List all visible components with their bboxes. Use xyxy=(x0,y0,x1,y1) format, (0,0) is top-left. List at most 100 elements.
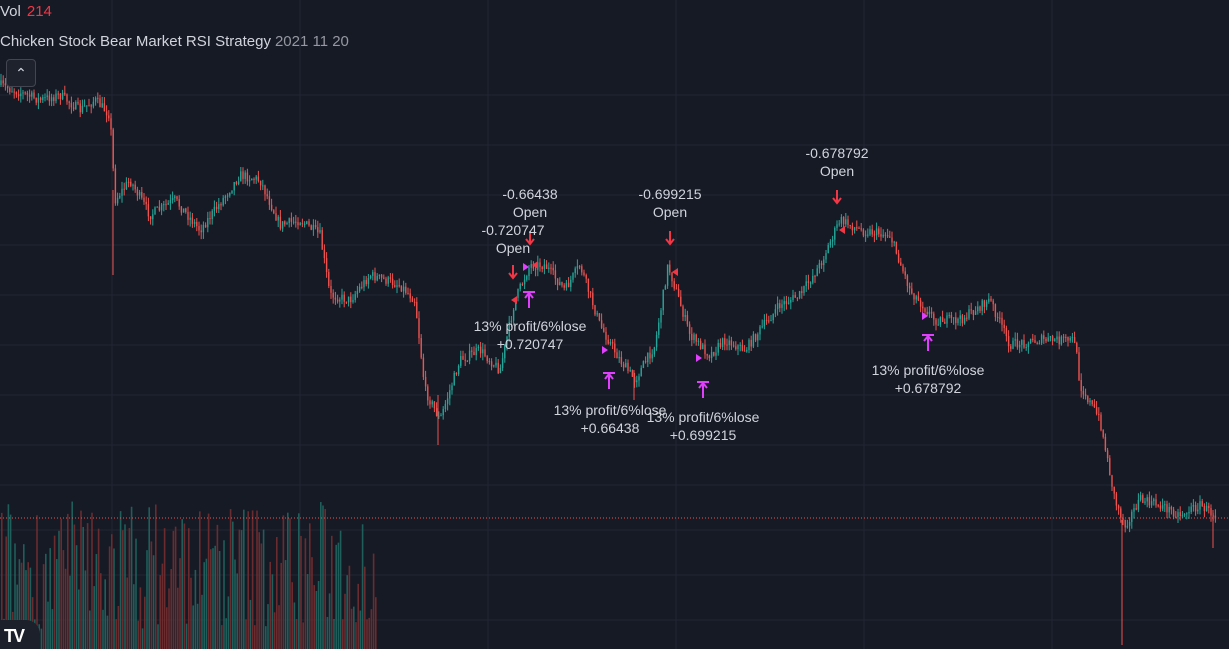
volume-legend-value: 214 xyxy=(26,3,52,20)
volume-bar xyxy=(243,509,245,649)
candle-body xyxy=(169,200,172,204)
candle-body xyxy=(886,235,889,237)
candle-body xyxy=(578,266,581,268)
candle-body xyxy=(504,344,506,359)
volume-bar xyxy=(27,562,29,649)
volume-bar xyxy=(185,623,188,649)
volume-bar xyxy=(302,622,304,649)
volume-bar xyxy=(267,604,269,649)
volume-bar xyxy=(295,619,298,649)
candle-body xyxy=(482,349,484,354)
candle-body xyxy=(200,230,202,233)
candle-body xyxy=(1087,396,1089,403)
volume-bar xyxy=(29,567,32,649)
candle-body xyxy=(220,204,222,206)
candle-body xyxy=(75,101,77,110)
volume-bar xyxy=(306,574,309,649)
candle-body xyxy=(61,92,64,100)
volume-bar xyxy=(311,557,313,649)
candle-body xyxy=(149,216,152,220)
collapse-legend-button[interactable]: ⌃ xyxy=(6,59,36,87)
candle-body xyxy=(1192,505,1195,507)
candle-body xyxy=(31,92,33,97)
volume-bar xyxy=(203,562,205,649)
candle-body xyxy=(726,344,728,346)
candle-body xyxy=(83,105,86,107)
candle-body xyxy=(350,296,352,303)
candle-body xyxy=(312,225,315,230)
candle-body xyxy=(1036,342,1038,344)
candle-body xyxy=(1001,317,1003,325)
trade3-entry-value: -0.699215 xyxy=(638,186,701,202)
candle-body xyxy=(330,285,332,293)
volume-bar xyxy=(93,586,95,649)
volume-bar xyxy=(361,524,364,649)
candle-body xyxy=(776,303,779,310)
volume-bar xyxy=(368,617,370,649)
volume-bar xyxy=(117,606,120,649)
candle-body xyxy=(1124,519,1126,528)
candle-body xyxy=(983,300,986,307)
candle-body xyxy=(948,315,950,317)
candle-body xyxy=(1076,342,1078,353)
candle-body xyxy=(160,204,163,211)
candle-body xyxy=(171,197,174,201)
volume-bar xyxy=(155,504,157,649)
candle-body xyxy=(574,268,576,274)
volume-bar xyxy=(80,510,82,649)
candle-body xyxy=(176,196,178,200)
candle-body xyxy=(649,352,651,359)
candle-body xyxy=(1104,436,1107,451)
volume-bar xyxy=(315,590,318,649)
candle-body xyxy=(706,354,708,356)
candle-body xyxy=(697,340,700,342)
exit-arrow-icon xyxy=(922,334,934,351)
volume-bar xyxy=(137,620,139,649)
volume-bar xyxy=(174,526,177,649)
trade-triangle-icon xyxy=(839,226,845,234)
candle-body xyxy=(746,349,748,352)
candle-body xyxy=(6,85,9,89)
candle-body xyxy=(961,315,964,324)
volume-bar xyxy=(42,564,45,649)
exit-arrow-icon xyxy=(697,381,709,398)
volume-bar xyxy=(60,518,62,649)
trade-triangle-icon xyxy=(511,296,517,304)
candle-body xyxy=(125,181,128,190)
candle-body xyxy=(1078,352,1080,381)
candle-body xyxy=(631,370,634,377)
candle-body xyxy=(347,296,350,303)
candle-body xyxy=(33,92,35,98)
volume-bar xyxy=(282,515,285,649)
volume-bar xyxy=(280,562,282,649)
candle-body xyxy=(530,264,532,268)
candle-body xyxy=(662,289,664,311)
candle-body xyxy=(785,301,788,304)
tradingview-logo[interactable]: TV xyxy=(0,620,40,649)
candle-body xyxy=(528,267,530,277)
volume-bar xyxy=(278,605,280,649)
strategy-legend[interactable]: Chicken Stock Bear Market RSI Strategy 20… xyxy=(0,33,349,50)
candle-body xyxy=(147,204,150,217)
candle-body xyxy=(651,354,653,359)
volume-legend[interactable]: Vol 214 xyxy=(0,3,52,20)
candle-body xyxy=(1093,404,1096,408)
candle-body xyxy=(460,356,462,366)
candle-body xyxy=(418,318,420,339)
candle-body xyxy=(906,275,909,286)
candle-body xyxy=(581,266,583,273)
candle-body xyxy=(666,264,669,286)
volume-bar xyxy=(89,610,91,649)
trade2-entry-label: Open xyxy=(513,204,547,220)
candle-body xyxy=(565,282,568,288)
candle-body xyxy=(611,342,614,344)
candle-body xyxy=(222,197,224,206)
candle-body xyxy=(28,94,31,97)
candle-body xyxy=(1027,343,1030,347)
candle-body xyxy=(831,239,834,242)
volume-bar xyxy=(170,569,172,649)
candle-body xyxy=(257,176,260,181)
trade-triangle-icon xyxy=(696,354,702,362)
candle-body xyxy=(385,278,387,284)
